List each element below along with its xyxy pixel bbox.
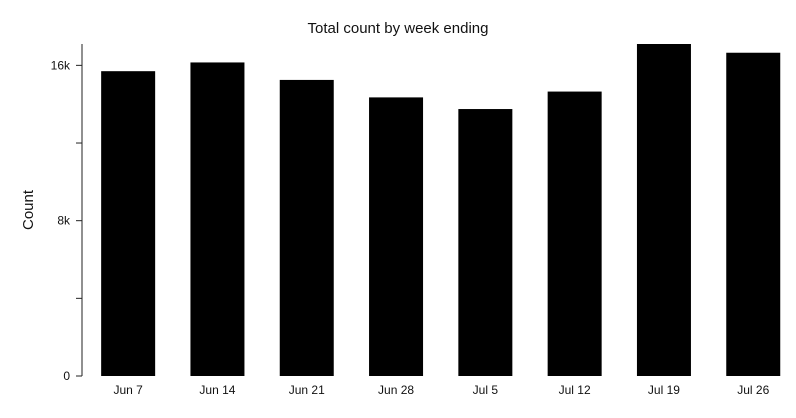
bar [190, 62, 245, 376]
x-tick-label: Jun 21 [289, 383, 325, 397]
y-axis-ticks: 0 8k 16k [51, 58, 82, 383]
x-tick-label: Jun 7 [113, 383, 143, 397]
y-tick-label: 16k [51, 58, 71, 72]
bars [101, 44, 781, 377]
x-tick-label: Jun 14 [199, 383, 235, 397]
y-tick-label: 0 [63, 369, 70, 383]
x-tick-label: Jul 5 [473, 383, 499, 397]
bar [369, 97, 424, 376]
bar [636, 44, 691, 376]
bar [726, 52, 781, 376]
bar [458, 109, 513, 376]
bar [101, 71, 156, 377]
chart-title: Total count by week ending [308, 20, 489, 37]
y-tick-label: 8k [57, 214, 71, 228]
x-axis-tick-labels: Jun 7 Jun 14 Jun 21 Jun 28 Jul 5 Jul 12 Jul 19… [113, 383, 769, 397]
bar [547, 91, 602, 376]
y-axis-label: Count [20, 189, 37, 230]
x-tick-label: Jul 26 [737, 383, 769, 397]
bar [279, 79, 334, 377]
x-tick-label: Jul 19 [648, 383, 680, 397]
x-tick-label: Jul 12 [559, 383, 591, 397]
x-tick-label: Jun 28 [378, 383, 414, 397]
